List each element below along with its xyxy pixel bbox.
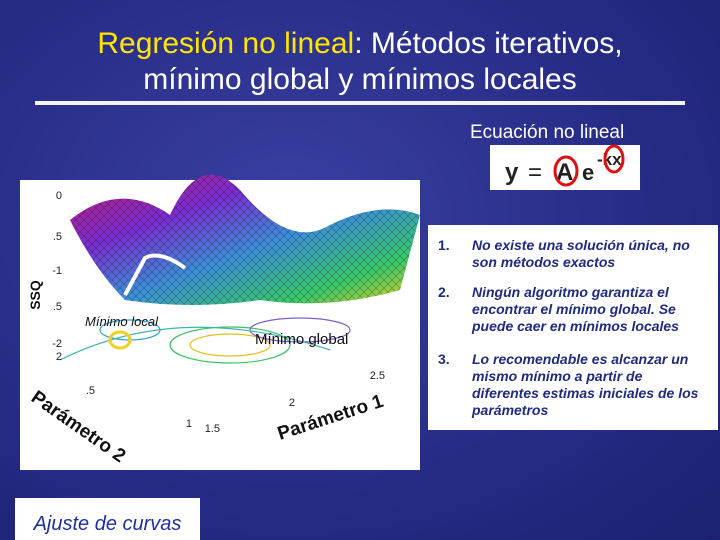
equation-box	[490, 145, 640, 190]
local-min-marker	[108, 330, 132, 350]
equation-equals: =	[528, 159, 542, 186]
z-tick-label: 2	[56, 351, 62, 363]
path-arrow	[123, 253, 187, 296]
note-text: No existe una solución única, no son mét…	[472, 237, 690, 270]
title-highlight: Regresión no lineal	[97, 27, 355, 60]
equation-lhs: y	[505, 159, 519, 186]
title-line2: mínimo global y mínimos locales	[143, 63, 577, 96]
title-rule	[35, 101, 685, 105]
title-rest: : Métodos iterativos,	[354, 27, 623, 60]
title: Regresión no lineal: Métodos iterativos,…	[0, 26, 720, 98]
z-tick-label: .5	[53, 301, 62, 313]
note-text: Ningún algoritmo garantiza el encontrar …	[472, 284, 679, 334]
equation-exponent: -kx	[597, 150, 622, 169]
param2-tick-label: 1	[186, 418, 192, 430]
contours	[59, 317, 351, 364]
note-text: Lo recomendable es alcanzar un mismo mín…	[472, 351, 699, 418]
param2-tick-label: 1.5	[205, 423, 220, 435]
equation-base: e	[582, 160, 594, 185]
z-tick-label: .5	[53, 231, 62, 243]
equation-coef: A	[556, 159, 573, 186]
local-min-label: Mínimo local	[85, 314, 159, 329]
highlight-circle	[553, 155, 579, 187]
note-number: 2.	[438, 284, 450, 300]
equation-label: Ecuación no lineal	[470, 122, 625, 143]
z-tick-label: -2	[52, 338, 62, 350]
note-number: 3.	[438, 351, 450, 367]
highlight-circle	[603, 144, 625, 174]
z-tick-label: -1	[52, 265, 62, 277]
z-tick-label: 0	[56, 190, 62, 202]
z-axis-label: SSQ	[27, 280, 43, 310]
param1-tick-label: 2.5	[370, 370, 385, 382]
param2-tick-label: .5	[86, 385, 95, 397]
footer: Ajuste de curvas	[15, 498, 200, 540]
note-number: 1.	[438, 237, 450, 253]
global-min-label: Mínimo global	[255, 331, 348, 348]
notes-panel: 1. No existe una solución única, no son m…	[428, 225, 718, 430]
surface-mesh	[70, 174, 420, 305]
param1-tick-label: 2	[289, 397, 295, 409]
